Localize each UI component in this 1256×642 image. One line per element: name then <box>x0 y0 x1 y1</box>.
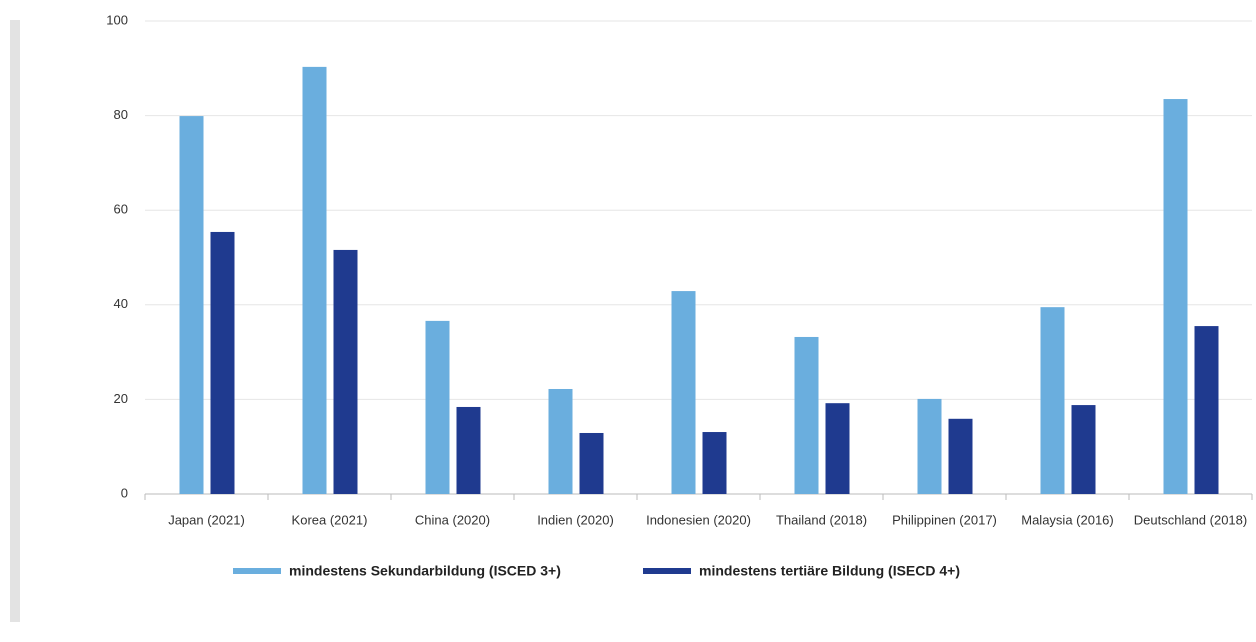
bar <box>425 320 450 494</box>
x-tick-label: Japan (2021) <box>168 512 245 527</box>
side-bar <box>10 20 20 622</box>
bar <box>794 336 819 494</box>
y-tick-label: 60 <box>114 202 128 217</box>
legend-swatch <box>643 568 691 574</box>
x-tick-label: Malaysia (2016) <box>1021 512 1114 527</box>
bar <box>702 432 727 494</box>
bar <box>579 432 604 494</box>
bar <box>1163 99 1188 495</box>
x-tick-label: Indien (2020) <box>537 512 614 527</box>
bar <box>548 388 573 494</box>
x-tick-label: China (2020) <box>415 512 490 527</box>
bar <box>210 231 235 494</box>
x-tick-label: Deutschland (2018) <box>1134 512 1247 527</box>
y-tick-label: 20 <box>114 391 128 406</box>
x-tick-label: Indonesien (2020) <box>646 512 751 527</box>
legend-swatch <box>233 568 281 574</box>
y-tick-label: 80 <box>114 107 128 122</box>
legend-label: mindestens tertiäre Bildung (ISECD 4+) <box>699 563 960 579</box>
bar <box>456 406 481 494</box>
x-tick-label: Thailand (2018) <box>776 512 867 527</box>
bar <box>302 66 327 495</box>
bar <box>1071 405 1096 494</box>
y-tick-label: 100 <box>106 12 128 27</box>
x-tick-label: Philippinen (2017) <box>892 512 997 527</box>
y-tick-label: 0 <box>121 485 128 500</box>
bar <box>948 418 973 494</box>
bar <box>1040 307 1065 494</box>
bar <box>917 398 942 494</box>
bar <box>179 116 204 494</box>
y-tick-label: 40 <box>114 296 128 311</box>
bar <box>333 249 358 494</box>
bar <box>671 291 696 494</box>
bar <box>825 403 850 494</box>
x-tick-label: Korea (2021) <box>292 512 368 527</box>
legend-label: mindestens Sekundarbildung (ISCED 3+) <box>289 563 561 579</box>
bar <box>1194 326 1219 494</box>
